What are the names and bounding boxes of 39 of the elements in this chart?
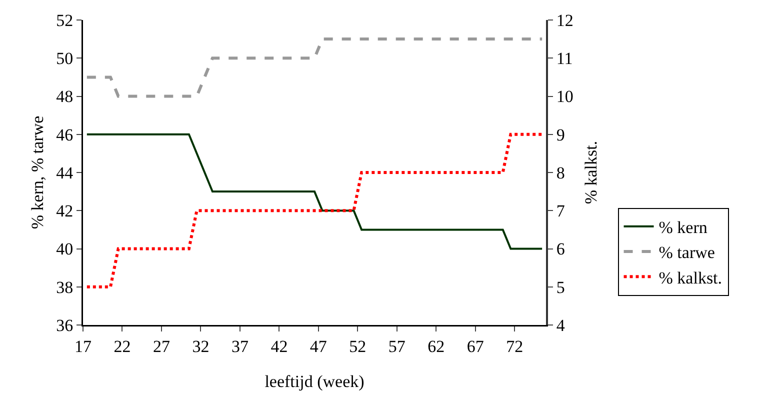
y-tick-label: 36 (56, 316, 74, 335)
y-tick-label: 50 (56, 49, 74, 68)
x-tick-label: 27 (152, 336, 170, 356)
y2-tick-label: 10 (556, 87, 574, 106)
y2-tick-label: 12 (556, 10, 574, 30)
line-series (86, 133, 544, 250)
y-tick-label: 48 (56, 87, 74, 106)
x-axis-title: leeftijd (week) (264, 372, 364, 392)
x-tick-label: 52 (349, 336, 366, 356)
legend-label: % kalkst. (658, 268, 722, 288)
legend-label: % kern (658, 218, 708, 238)
y-tick-label: 44 (56, 163, 74, 182)
y-tick-label: 38 (56, 278, 74, 297)
x-tick-label: 72 (506, 336, 524, 356)
y-axis-title: % kern, % tarwe (28, 116, 47, 230)
y2-tick-label: 6 (556, 240, 565, 259)
x-tick-label: 47 (310, 336, 328, 356)
y2-tick-label: 11 (556, 49, 573, 68)
x-tick-label: 42 (270, 336, 288, 356)
y2-tick-label: 8 (556, 163, 565, 182)
line-series (85, 38, 544, 98)
line-series (85, 132, 544, 288)
y2-axis-title: % kalkst. (581, 140, 600, 204)
y-tick-label: 52 (56, 10, 74, 30)
x-tick-label: 22 (114, 336, 131, 356)
y2-tick-label: 5 (556, 278, 565, 297)
y2-tick-label: 7 (556, 202, 566, 221)
x-tick-label: 17 (74, 336, 92, 356)
x-tick-label: 62 (428, 336, 445, 356)
x-tick-label: 67 (466, 336, 484, 356)
y-tick-label: 42 (56, 202, 74, 221)
x-tick-label: 32 (192, 336, 210, 356)
y-tick-label: 40 (56, 240, 74, 259)
x-tick-label: 37 (231, 336, 249, 356)
legend-label: % tarwe (658, 243, 715, 262)
y2-tick-label: 9 (556, 125, 565, 144)
x-tick-label: 57 (388, 336, 406, 356)
y-tick-label: 46 (56, 125, 74, 144)
y2-tick-label: 4 (556, 316, 566, 335)
